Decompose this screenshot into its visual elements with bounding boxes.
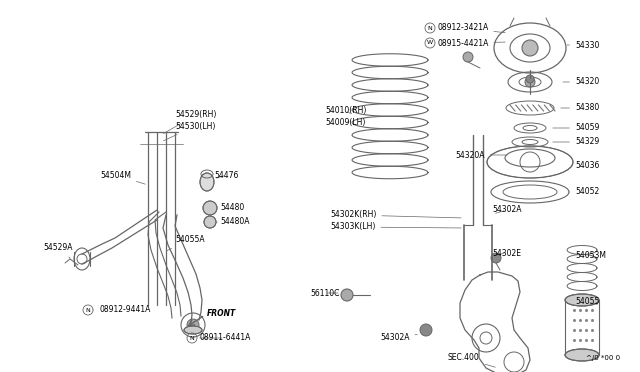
Text: 08912-3421A: 08912-3421A [437, 23, 505, 33]
Text: 54053M: 54053M [575, 250, 606, 260]
Text: 54302A: 54302A [492, 205, 522, 215]
Circle shape [420, 324, 432, 336]
Circle shape [341, 289, 353, 301]
Circle shape [491, 253, 501, 263]
Text: SEC.400: SEC.400 [448, 353, 495, 367]
Circle shape [526, 75, 534, 83]
Text: 54320A: 54320A [455, 151, 508, 160]
Circle shape [463, 52, 473, 62]
Text: 54010(RH): 54010(RH) [325, 106, 366, 115]
Circle shape [203, 201, 217, 215]
Text: 54529A: 54529A [43, 244, 72, 258]
Text: 08911-6441A: 08911-6441A [199, 334, 250, 343]
Text: 54476: 54476 [214, 170, 238, 180]
Text: 54320: 54320 [563, 77, 599, 87]
Text: 56110C: 56110C [310, 289, 339, 298]
Text: 54529(RH): 54529(RH) [163, 110, 216, 134]
Circle shape [525, 77, 535, 87]
Text: 54055A: 54055A [166, 235, 205, 251]
Text: 08912-9441A: 08912-9441A [93, 305, 150, 314]
Ellipse shape [565, 294, 599, 306]
Ellipse shape [200, 173, 214, 191]
Text: 54059: 54059 [553, 124, 600, 132]
Ellipse shape [565, 349, 599, 361]
Text: 54329: 54329 [553, 138, 599, 147]
Text: W: W [427, 41, 433, 45]
Text: N: N [86, 308, 90, 312]
Text: 54530(LH): 54530(LH) [163, 122, 216, 141]
Text: ^/0 *00 0: ^/0 *00 0 [586, 355, 620, 361]
Text: 54036: 54036 [572, 160, 600, 170]
Text: 54302E: 54302E [492, 248, 521, 257]
Text: N: N [189, 336, 195, 340]
Circle shape [187, 319, 199, 331]
Text: 54480: 54480 [217, 202, 244, 212]
Text: 54480A: 54480A [216, 218, 250, 227]
Text: FRONT: FRONT [207, 310, 236, 318]
Text: 54302K(RH): 54302K(RH) [330, 211, 461, 219]
Text: 54330: 54330 [567, 41, 600, 49]
Text: 54504M: 54504M [100, 170, 145, 184]
Ellipse shape [184, 326, 202, 334]
Text: 54380: 54380 [561, 103, 599, 112]
Text: N: N [428, 26, 433, 31]
Text: 54303K(LH): 54303K(LH) [330, 222, 461, 231]
Circle shape [204, 216, 216, 228]
Text: 54052: 54052 [568, 187, 599, 196]
Text: 54009(LH): 54009(LH) [325, 118, 365, 126]
Text: 54302A: 54302A [380, 334, 417, 343]
Circle shape [522, 40, 538, 56]
Text: 54055: 54055 [575, 298, 600, 307]
Text: 08915-4421A: 08915-4421A [437, 38, 505, 48]
